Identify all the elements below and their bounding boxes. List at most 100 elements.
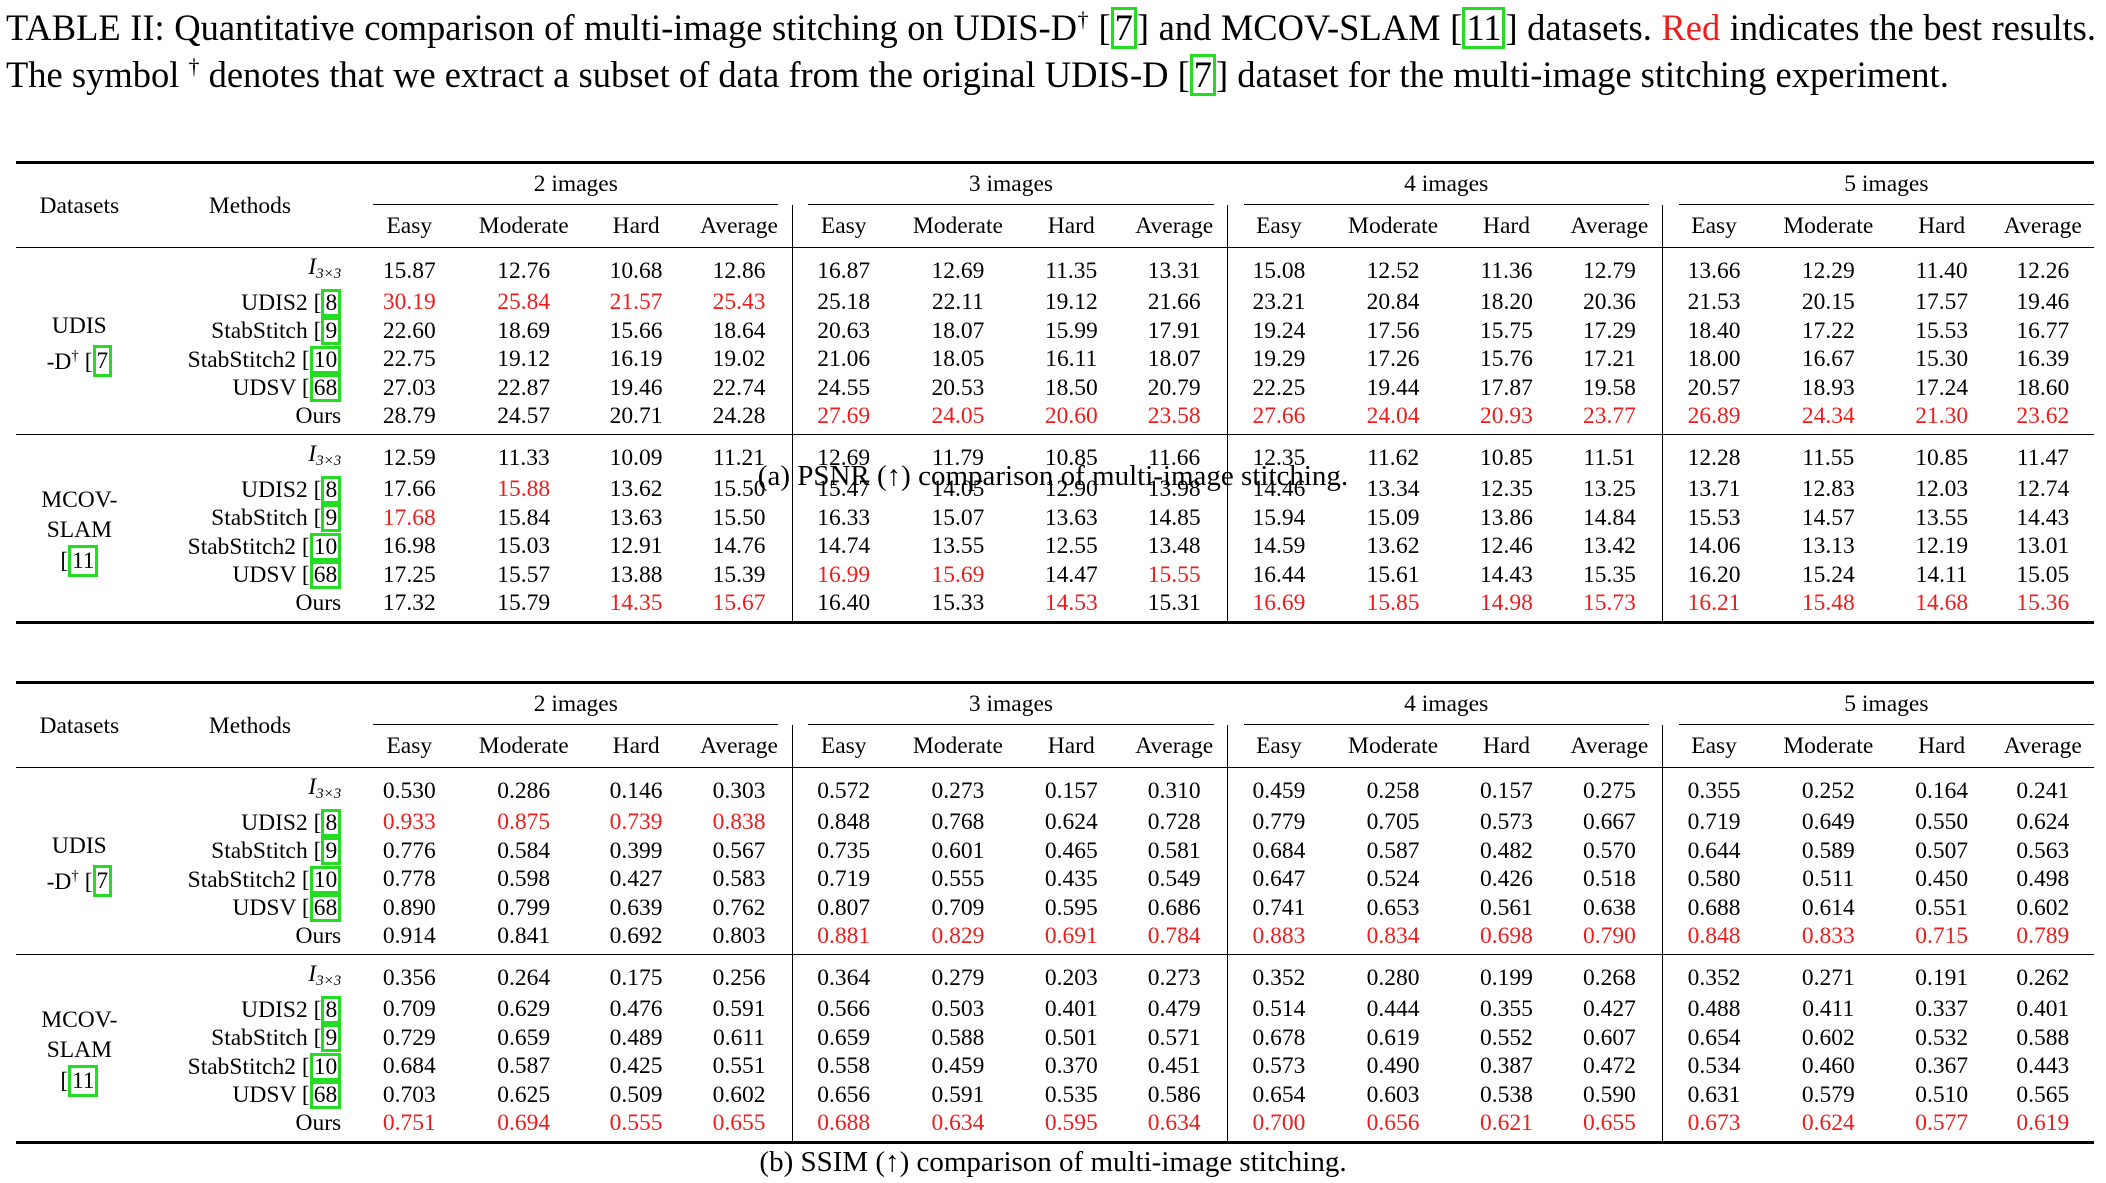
citation-link[interactable]: 10: [309, 345, 342, 374]
citation-link[interactable]: 9: [321, 1024, 342, 1052]
citation-link[interactable]: 68: [309, 374, 342, 402]
metric-cell: 22.87: [497, 374, 551, 401]
metric-cell: 0.624: [1044, 809, 1098, 835]
table-row: UDIS -D† [7 I3×3 15.87 12.76 10.68 12.86 16.87 1…: [16, 247, 2094, 435]
metric-cell: 17.56: [1366, 317, 1420, 344]
metric-cell: 0.654: [1687, 1024, 1741, 1051]
metric-cell: 0.586: [1121, 1081, 1229, 1110]
subcol-header: Easy: [357, 725, 462, 768]
metric-cell: 0.286: [497, 777, 551, 804]
citation-link[interactable]: 68: [309, 1081, 342, 1109]
citation-link[interactable]: 10: [309, 865, 342, 894]
metric-cell: 0.262: [2016, 964, 2070, 991]
citation-link[interactable]: 7: [92, 865, 113, 898]
citation-link[interactable]: 7: [1110, 7, 1137, 49]
metric-cell: 15.39: [686, 561, 793, 590]
metric-cell: 0.566: [817, 996, 871, 1022]
group-header: 2 images: [357, 681, 793, 725]
metric-cell: 0.692: [586, 922, 687, 955]
metric-cell: 0.807: [817, 894, 871, 921]
citation-link[interactable]: 68: [309, 894, 342, 922]
metric-cell: 12.69: [817, 444, 871, 471]
metric-cell: 15.33: [894, 589, 1022, 624]
metric-cell: 20.53: [931, 374, 985, 401]
citation-link[interactable]: 7: [1189, 54, 1216, 96]
psnr-subcaption: (a) PSNR (↑) comparison of multi-image s…: [757, 460, 1349, 492]
citation-link[interactable]: 10: [309, 1052, 342, 1081]
metric-cell: 0.735: [817, 837, 871, 864]
udsv-method: UDSV [68: [143, 374, 358, 403]
metric-cell: 12.35: [1252, 444, 1306, 471]
subcol-header: Average: [1121, 205, 1229, 248]
metric-cell: 15.76: [1480, 346, 1533, 372]
red-keyword: Red: [1661, 7, 1721, 48]
metric-cell: 0.667: [1556, 808, 1664, 837]
metric-cell: 0.303: [686, 767, 793, 809]
metric-cell: 30.19: [382, 289, 436, 315]
citation-link[interactable]: 10: [309, 532, 342, 561]
metric-cell: 0.511: [1802, 866, 1855, 892]
metric-cell: 0.595: [1044, 894, 1098, 921]
citation-link[interactable]: 68: [309, 561, 342, 589]
metric-cell: 19.46: [2016, 289, 2070, 315]
metric-cell: 0.739: [609, 809, 663, 835]
citation-link[interactable]: 8: [321, 808, 342, 837]
citation-link[interactable]: 11: [1462, 7, 1506, 49]
metric-cell: 0.273: [1121, 954, 1229, 996]
metric-cell: 0.503: [931, 996, 985, 1022]
ssim-table: Datasets Methods 2 images 3 images 4 ima…: [16, 681, 2094, 1144]
citation-link[interactable]: 9: [321, 317, 342, 345]
table-row: Ours 0.914 0.841 0.692 0.803 0.881 0.829 0.691 0…: [16, 922, 2094, 955]
metric-cell: 23.77: [1556, 402, 1664, 435]
metric-cell: 12.76: [497, 257, 551, 284]
metric-cell: 0.490: [1366, 1053, 1420, 1079]
table-row: MCOV- SLAM[11 I3×3 12.59 11.33 10.09 11.21 12.6…: [16, 434, 2094, 624]
metric-cell: 19.12: [1044, 289, 1098, 315]
metric-cell: 0.550: [1915, 809, 1969, 835]
metric-cell: 0.518: [1556, 865, 1664, 894]
metric-cell: 20.84: [1366, 289, 1420, 315]
metric-cell: 0.644: [1687, 837, 1741, 864]
metric-cell: 0.581: [1121, 837, 1229, 866]
metric-cell: 0.619: [1366, 1024, 1420, 1051]
metric-cell: 16.98: [382, 533, 436, 559]
citation-link[interactable]: 9: [321, 837, 342, 865]
metric-cell: 16.44: [1252, 561, 1306, 588]
metric-cell: 0.479: [1121, 995, 1229, 1024]
metric-cell: 20.57: [1687, 374, 1741, 401]
subcol-header: Easy: [1227, 205, 1330, 248]
metric-cell: 0.264: [497, 964, 551, 991]
citation-link[interactable]: 7: [92, 345, 113, 378]
group-header: 4 images: [1227, 161, 1663, 205]
metric-cell: 0.563: [2016, 837, 2070, 864]
citation-link[interactable]: 8: [321, 995, 342, 1024]
metric-cell: 22.25: [1252, 374, 1306, 401]
metric-cell: 20.71: [586, 402, 687, 435]
metric-cell: 0.776: [382, 837, 436, 864]
metric-cell: 15.99: [1044, 317, 1098, 344]
citation-link[interactable]: 11: [68, 1065, 99, 1097]
metric-cell: 0.476: [609, 996, 663, 1022]
metric-cell: 24.28: [686, 402, 793, 435]
metric-cell: 13.86: [1480, 504, 1533, 531]
citation-link[interactable]: 8: [321, 288, 342, 317]
metric-cell: 0.587: [497, 1053, 551, 1079]
metric-cell: 0.607: [1556, 1024, 1664, 1053]
metric-cell: 11.36: [1480, 257, 1533, 284]
citation-link[interactable]: 9: [321, 504, 342, 532]
metric-cell: 15.03: [497, 533, 551, 559]
metric-cell: 0.741: [1252, 894, 1306, 921]
ours-method: Ours: [142, 1109, 358, 1144]
citation-link[interactable]: 8: [321, 475, 342, 504]
metric-cell: 16.11: [1045, 346, 1098, 372]
metric-cell: 0.691: [1021, 922, 1122, 955]
metric-cell: 15.48: [1764, 589, 1892, 624]
metric-cell: 0.451: [1121, 1052, 1229, 1081]
subcol-header: Hard: [586, 205, 687, 248]
udis2-method: UDIS2 [8: [143, 995, 358, 1025]
metric-cell: 0.551: [1915, 894, 1969, 921]
citation-link[interactable]: 11: [68, 545, 99, 577]
metric-cell: 0.634: [1121, 1109, 1229, 1144]
subcol-header: Hard: [1456, 725, 1557, 768]
metric-cell: 0.655: [686, 1109, 793, 1144]
